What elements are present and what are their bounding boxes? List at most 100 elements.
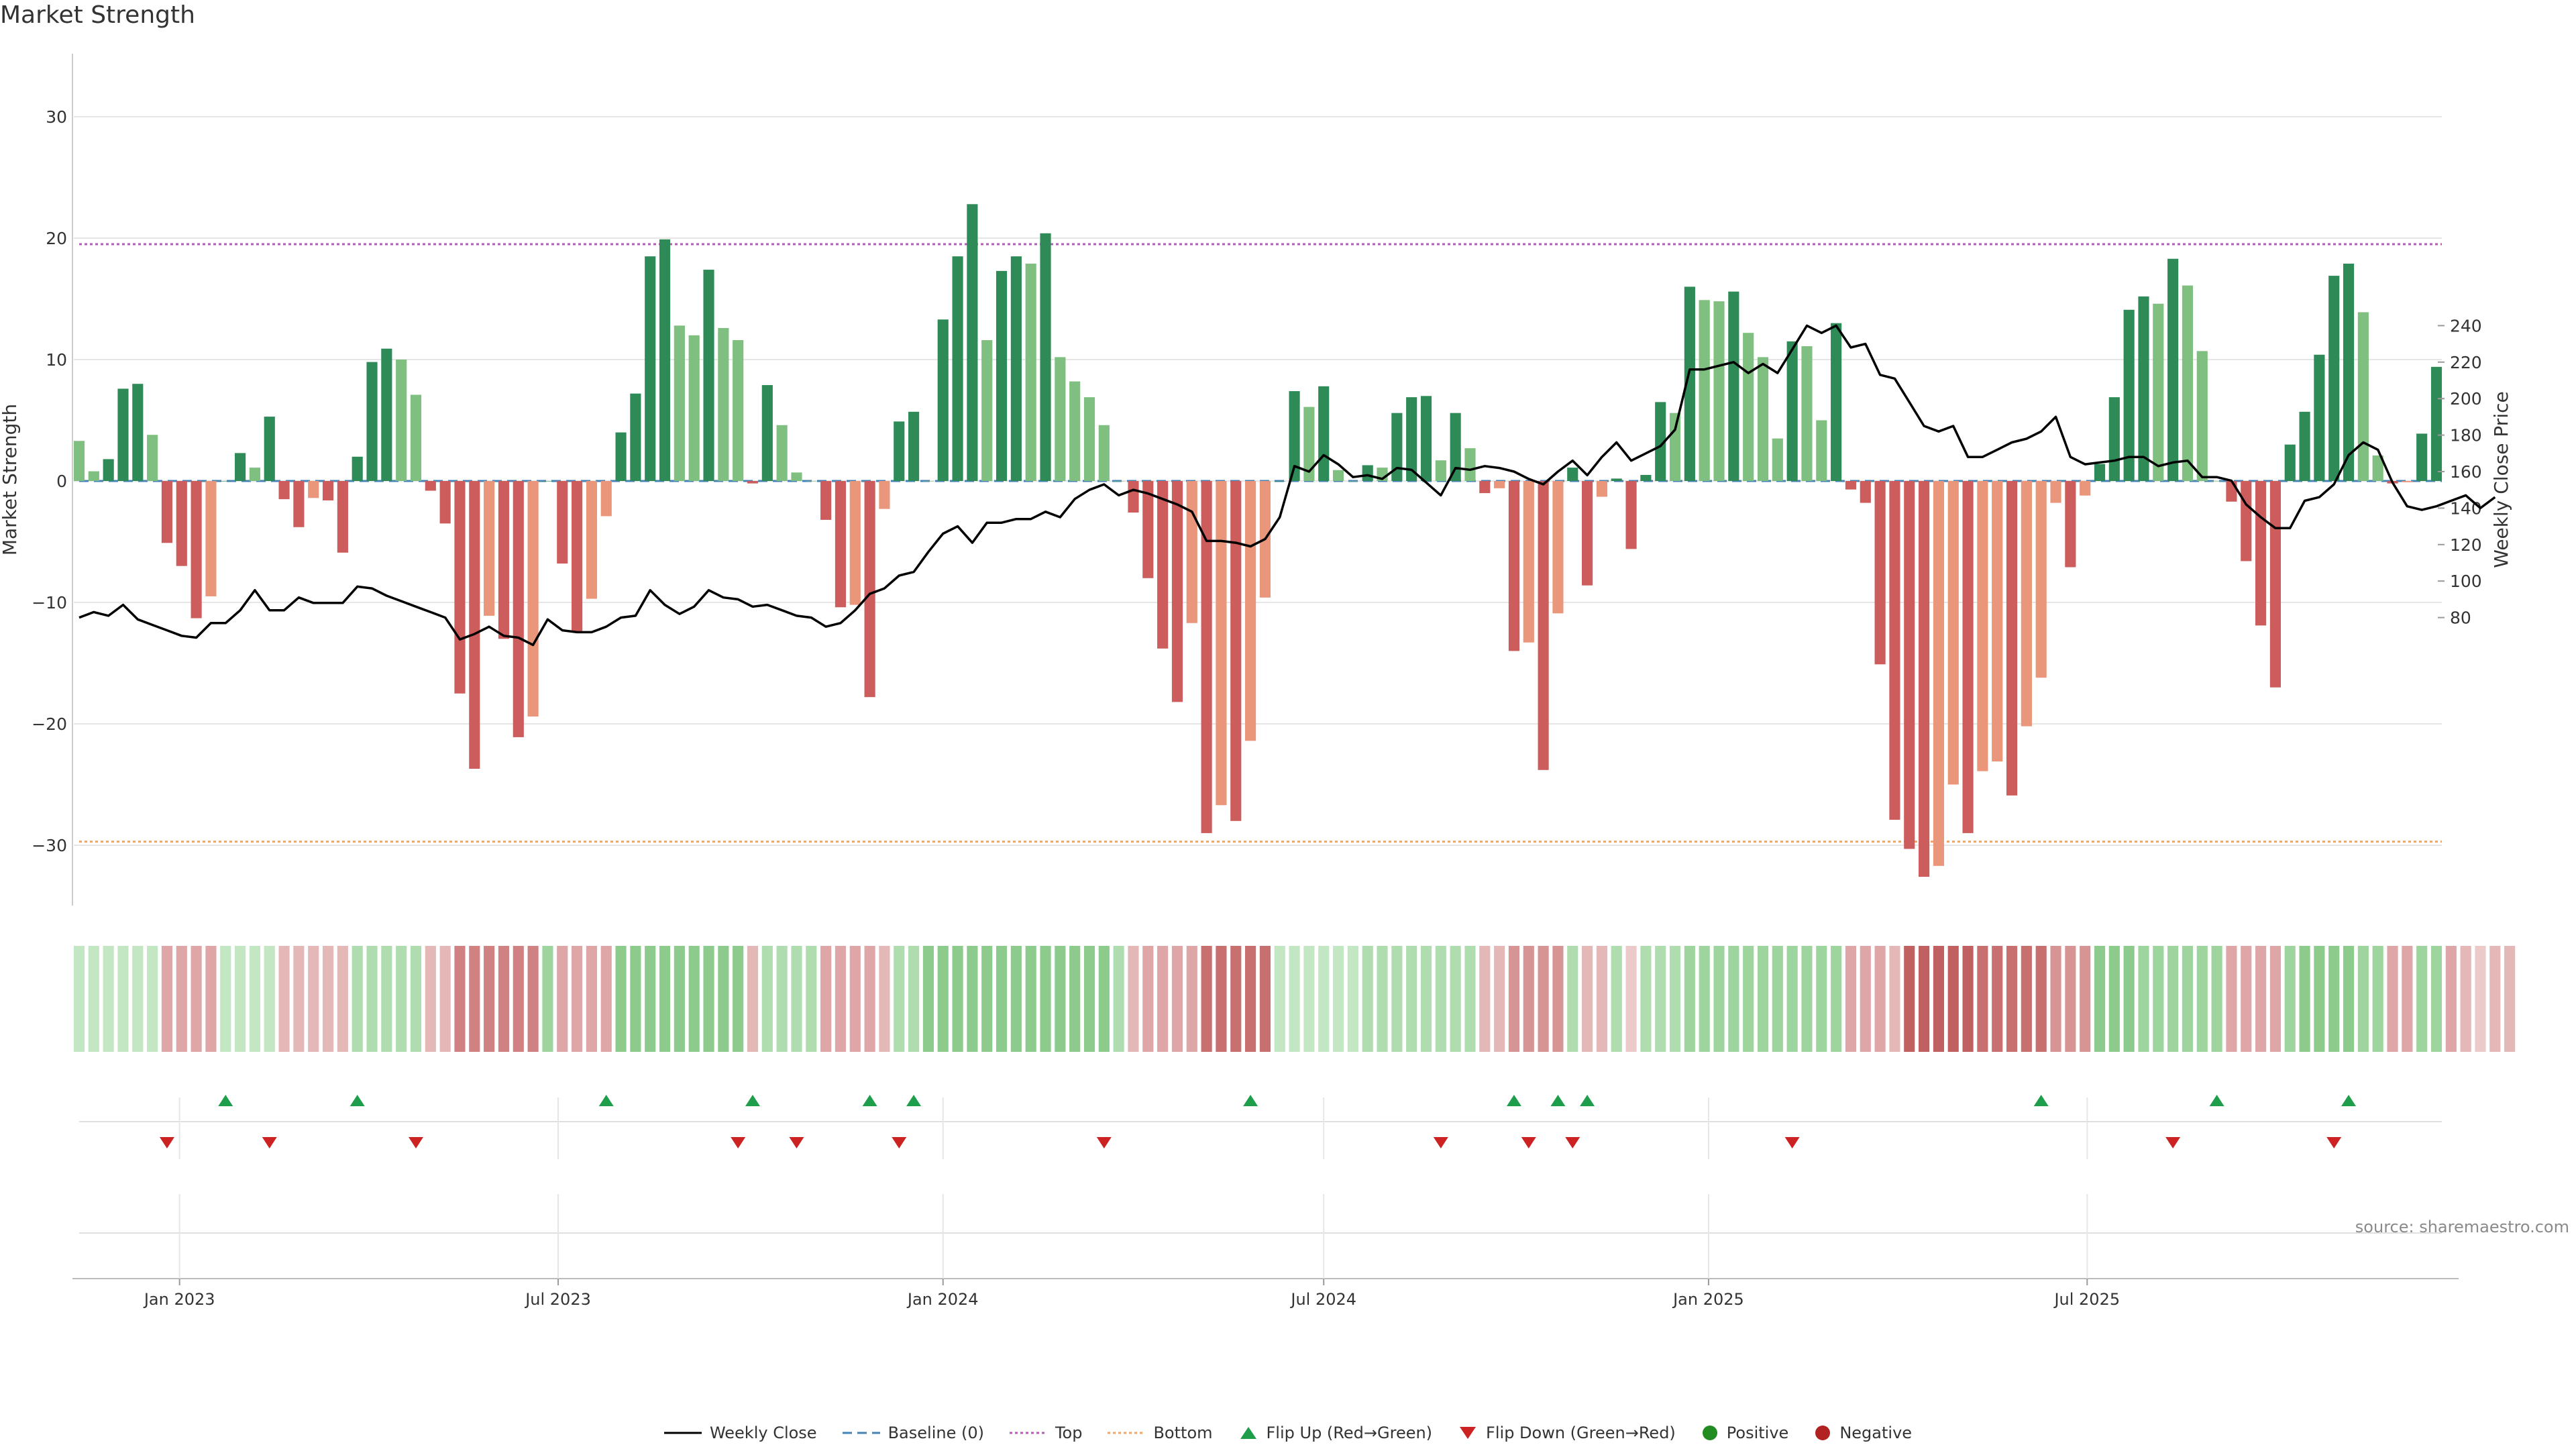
flip-down-marker [262, 1137, 277, 1148]
flip-down-marker [159, 1137, 174, 1148]
strength-bar [1113, 481, 1124, 482]
heat-cell [2226, 946, 2237, 1052]
strength-bar [2357, 312, 2369, 481]
strength-bar [2021, 481, 2032, 727]
strength-bar [220, 481, 231, 482]
legend-positive-dot [1702, 1426, 1717, 1440]
strength-bar [645, 256, 656, 481]
heat-cell [2489, 946, 2501, 1052]
strength-bar [1801, 346, 1813, 481]
heat-cell [1435, 946, 1446, 1052]
heat-cell [1772, 946, 1783, 1052]
strength-bar [1025, 264, 1036, 481]
strength-bar [922, 481, 934, 482]
strength-bar [410, 394, 422, 481]
strength-bar [191, 481, 202, 619]
strength-bar [674, 325, 685, 481]
strength-bar [1245, 481, 1256, 741]
strength-bar [557, 481, 568, 564]
strength-bar [73, 441, 85, 481]
flip-up-marker [2341, 1095, 2357, 1106]
strength-bar [1904, 481, 1915, 849]
heat-cell [2255, 946, 2267, 1052]
heat-cell [235, 946, 246, 1052]
heat-cell [220, 946, 231, 1052]
strength-bar [1010, 256, 1022, 481]
x-tick-label: Jul 2025 [2053, 1290, 2120, 1309]
heat-cell [1464, 946, 1476, 1052]
heat-cell [2299, 946, 2310, 1052]
axes: 3020100−10−20−30240220200180160140120100… [32, 54, 2482, 906]
flip-up-marker [862, 1095, 877, 1106]
strength-bar [761, 385, 773, 481]
strength-bar [469, 481, 480, 769]
strength-bar [1464, 448, 1476, 481]
strength-bar [1523, 481, 1534, 643]
heat-cell [425, 946, 436, 1052]
strength-bar [1347, 481, 1358, 482]
legend-baseline: Baseline (0) [842, 1424, 984, 1442]
heat-cell [2153, 946, 2164, 1052]
strength-bar [1962, 481, 1974, 833]
heat-cell [1582, 946, 1593, 1052]
strength-bar [2108, 397, 2120, 481]
strength-bar [1142, 481, 1154, 578]
source-note: source: sharemaestro.com [2355, 1218, 2569, 1236]
heat-cell [894, 946, 905, 1052]
heat-cell [1025, 946, 1036, 1052]
heat-cell [73, 946, 85, 1052]
strength-bar [879, 481, 890, 509]
strength-bar [2241, 481, 2252, 561]
heat-cell [2241, 946, 2252, 1052]
heat-cell [2080, 946, 2091, 1052]
strength-bar [835, 481, 847, 608]
heat-cell [600, 946, 612, 1052]
strength-bar [322, 481, 334, 500]
heat-cell [2475, 946, 2486, 1052]
heat-cell [1640, 946, 1652, 1052]
heat-cell [849, 946, 861, 1052]
strength-bar [1055, 357, 1066, 481]
heat-cell [2504, 946, 2516, 1052]
strength-bar [630, 393, 641, 481]
heat-cell [469, 946, 480, 1052]
strength-bar [1992, 481, 2003, 762]
strength-bar [1625, 481, 1637, 549]
strength-bar [2196, 351, 2208, 481]
strength-bar [1494, 481, 1505, 488]
heat-cell [513, 946, 524, 1052]
strength-bar [659, 239, 671, 481]
heat-cell [1962, 946, 1974, 1052]
heat-cell [1494, 946, 1505, 1052]
x-tick-label: Jan 2025 [1672, 1290, 1744, 1309]
strength-bar [337, 481, 348, 553]
y2-tick-label: 220 [2450, 353, 2482, 372]
heat-cell [1757, 946, 1769, 1052]
heat-cell [1098, 946, 1110, 1052]
heat-cell [703, 946, 714, 1052]
legend-flip-up-label: Flip Up (Red→Green) [1266, 1424, 1433, 1442]
heat-cell [176, 946, 187, 1052]
legend-baseline-label: Baseline (0) [888, 1424, 984, 1442]
strength-bar [586, 481, 597, 599]
heat-cell [1274, 946, 1285, 1052]
heat-cell [1186, 946, 1197, 1052]
heat-cell [410, 946, 422, 1052]
strength-bar [1889, 481, 1900, 820]
strength-bar [1435, 460, 1446, 481]
heat-cell [2123, 946, 2135, 1052]
heat-cell [132, 946, 144, 1052]
heat-cell [1992, 946, 2003, 1052]
heat-cell [1786, 946, 1798, 1052]
strength-bar [615, 432, 627, 481]
heat-cell [1450, 946, 1461, 1052]
heat-cell [1171, 946, 1183, 1052]
strength-bar [176, 481, 187, 566]
heat-cell [1303, 946, 1315, 1052]
strength-bar [2269, 481, 2281, 688]
heat-cell [1904, 946, 1915, 1052]
strength-bar [1406, 397, 1417, 481]
strength-bar [1362, 465, 1373, 481]
strength-bar [1669, 413, 1681, 481]
heat-cell [2416, 946, 2428, 1052]
